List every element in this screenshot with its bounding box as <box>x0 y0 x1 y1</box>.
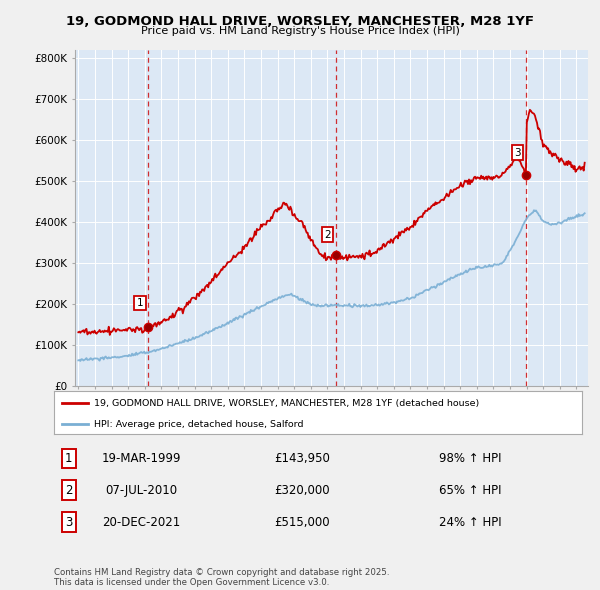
Text: 19-MAR-1999: 19-MAR-1999 <box>101 452 181 465</box>
Text: 3: 3 <box>65 516 73 529</box>
Text: £515,000: £515,000 <box>274 516 330 529</box>
Text: Price paid vs. HM Land Registry's House Price Index (HPI): Price paid vs. HM Land Registry's House … <box>140 26 460 36</box>
Text: 2: 2 <box>325 230 331 240</box>
Text: 24% ↑ HPI: 24% ↑ HPI <box>439 516 502 529</box>
Text: Contains HM Land Registry data © Crown copyright and database right 2025.
This d: Contains HM Land Registry data © Crown c… <box>54 568 389 587</box>
Text: 19, GODMOND HALL DRIVE, WORSLEY, MANCHESTER, M28 1YF (detached house): 19, GODMOND HALL DRIVE, WORSLEY, MANCHES… <box>94 399 479 408</box>
Text: 1: 1 <box>137 298 143 308</box>
Text: £320,000: £320,000 <box>274 484 330 497</box>
Text: 65% ↑ HPI: 65% ↑ HPI <box>439 484 502 497</box>
Text: £143,950: £143,950 <box>274 452 330 465</box>
Text: 07-JUL-2010: 07-JUL-2010 <box>105 484 177 497</box>
Text: 19, GODMOND HALL DRIVE, WORSLEY, MANCHESTER, M28 1YF: 19, GODMOND HALL DRIVE, WORSLEY, MANCHES… <box>66 15 534 28</box>
Text: HPI: Average price, detached house, Salford: HPI: Average price, detached house, Salf… <box>94 420 303 429</box>
Text: 2: 2 <box>65 484 73 497</box>
Text: 20-DEC-2021: 20-DEC-2021 <box>102 516 180 529</box>
Text: 98% ↑ HPI: 98% ↑ HPI <box>439 452 502 465</box>
Text: 1: 1 <box>65 452 73 465</box>
Text: 3: 3 <box>514 148 521 158</box>
